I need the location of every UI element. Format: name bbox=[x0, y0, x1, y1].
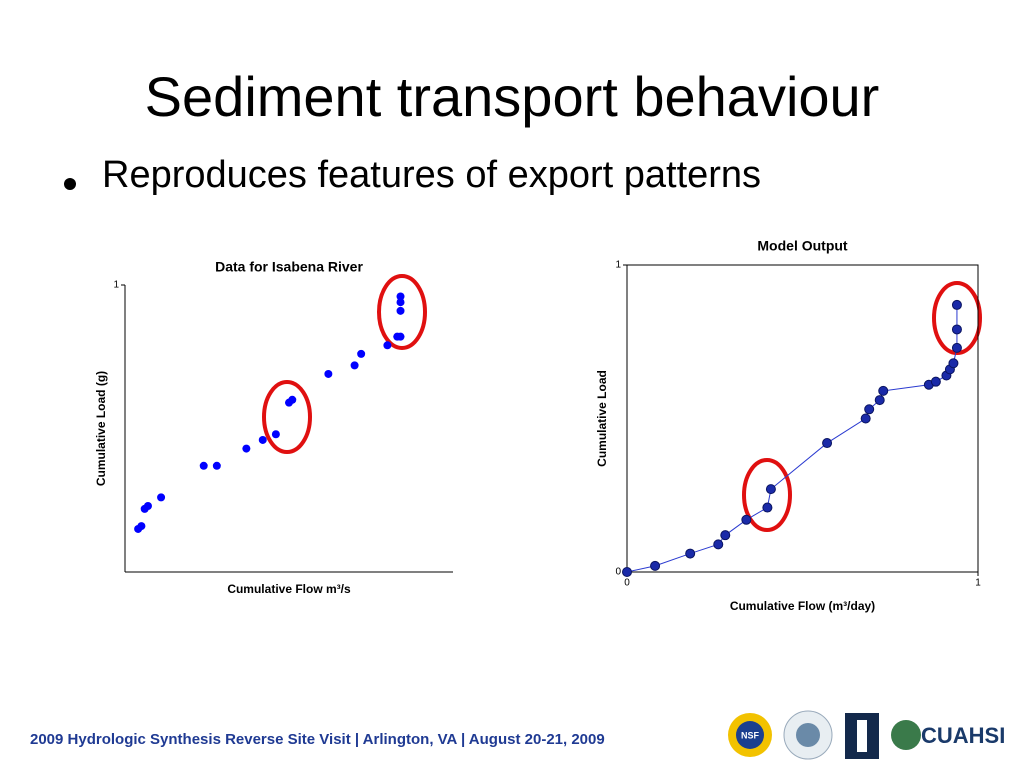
y-tick-label: 1 bbox=[615, 260, 621, 271]
point bbox=[713, 539, 724, 550]
point bbox=[951, 324, 962, 335]
point bbox=[874, 395, 885, 406]
point bbox=[650, 560, 661, 571]
point bbox=[324, 369, 333, 378]
point bbox=[357, 349, 366, 358]
logo-nsf bbox=[736, 721, 764, 749]
point bbox=[822, 438, 833, 449]
point bbox=[383, 341, 392, 350]
logo-seal bbox=[796, 723, 820, 747]
point bbox=[741, 514, 752, 525]
chart-title: Data for Isabena River bbox=[215, 259, 363, 275]
point bbox=[878, 385, 889, 396]
logos: NSF CUAHSI bbox=[728, 710, 1005, 760]
point bbox=[951, 342, 962, 353]
y-tick-label: 0 bbox=[615, 567, 621, 578]
slide-title: Sediment transport behaviour bbox=[145, 65, 880, 128]
plot-frame bbox=[626, 264, 979, 573]
point bbox=[350, 361, 359, 370]
point bbox=[720, 530, 731, 541]
point bbox=[143, 501, 152, 510]
highlight-circle bbox=[932, 281, 982, 355]
point bbox=[948, 358, 959, 369]
point bbox=[288, 395, 297, 404]
point bbox=[212, 461, 221, 470]
bullet-text: Reproduces features of export patterns bbox=[102, 154, 761, 196]
chart: Model Output Cumulative Flow (m³/day) Cumu… bbox=[595, 238, 981, 613]
x-axis-label: Cumulative Flow m³/s bbox=[227, 582, 351, 596]
logo-text: CUAHSI bbox=[921, 723, 1005, 748]
point bbox=[396, 298, 405, 307]
highlight-circle bbox=[262, 380, 312, 454]
point bbox=[199, 461, 208, 470]
x-tick-label: 1 bbox=[975, 578, 981, 589]
point bbox=[396, 292, 405, 301]
point bbox=[622, 567, 632, 577]
point bbox=[930, 376, 941, 387]
logo-illinois bbox=[857, 720, 867, 752]
point bbox=[951, 299, 962, 310]
x-tick-label: 0 bbox=[624, 578, 630, 589]
point bbox=[396, 332, 405, 341]
point bbox=[258, 435, 267, 444]
point bbox=[242, 444, 251, 453]
point bbox=[860, 413, 871, 424]
highlight-circle bbox=[742, 458, 792, 532]
bullet-dot bbox=[64, 178, 76, 190]
y-axis-label: Cumulative Load (g) bbox=[94, 371, 108, 486]
footer: 2009 Hydrologic Synthesis Reverse Site V… bbox=[30, 731, 605, 748]
y-axis-label: Cumulative Load bbox=[595, 370, 609, 467]
logo-cuahsi bbox=[891, 720, 921, 750]
point bbox=[271, 430, 280, 439]
point bbox=[685, 548, 696, 559]
logo-text: NSF bbox=[741, 730, 760, 740]
point bbox=[864, 404, 875, 415]
point bbox=[137, 522, 146, 531]
chart: Data for Isabena River Cumulative Flow m³… bbox=[94, 259, 453, 596]
series-line bbox=[626, 304, 958, 573]
point bbox=[765, 484, 776, 495]
point bbox=[396, 306, 405, 315]
point bbox=[157, 493, 166, 502]
y-tick-label: 1 bbox=[113, 280, 119, 291]
x-axis-label: Cumulative Flow (m³/day) bbox=[730, 599, 875, 613]
chart-title: Model Output bbox=[757, 238, 848, 254]
point bbox=[762, 502, 773, 513]
highlight-circle bbox=[377, 274, 427, 350]
